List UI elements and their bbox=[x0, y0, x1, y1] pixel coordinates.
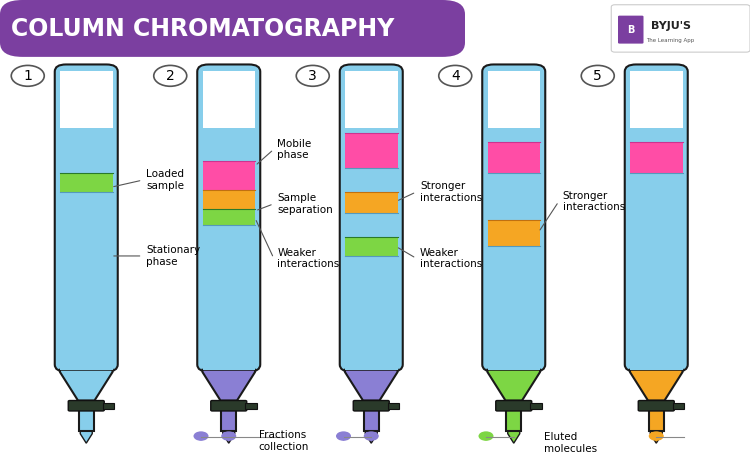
FancyBboxPatch shape bbox=[625, 64, 688, 372]
Bar bbox=[345, 71, 398, 128]
Polygon shape bbox=[345, 370, 398, 401]
Bar bbox=[488, 246, 540, 370]
FancyBboxPatch shape bbox=[340, 64, 403, 372]
Bar bbox=[60, 173, 112, 192]
Text: Mobile
phase: Mobile phase bbox=[278, 138, 312, 160]
Polygon shape bbox=[367, 436, 376, 441]
Bar bbox=[345, 192, 398, 213]
Bar bbox=[221, 401, 236, 431]
Bar bbox=[345, 237, 398, 256]
Text: BYJU'S: BYJU'S bbox=[650, 21, 691, 31]
Polygon shape bbox=[365, 431, 377, 443]
Text: The Learning App: The Learning App bbox=[646, 38, 694, 43]
Bar bbox=[345, 213, 398, 237]
Bar bbox=[673, 403, 684, 409]
Polygon shape bbox=[60, 370, 112, 401]
Bar bbox=[345, 168, 398, 192]
Circle shape bbox=[649, 431, 664, 441]
Polygon shape bbox=[652, 436, 661, 441]
Bar bbox=[202, 225, 255, 370]
Polygon shape bbox=[80, 431, 92, 443]
FancyBboxPatch shape bbox=[68, 401, 104, 411]
Text: Fractions
collection: Fractions collection bbox=[259, 430, 309, 452]
Text: Stationary
phase: Stationary phase bbox=[146, 245, 200, 267]
Bar bbox=[202, 209, 255, 225]
Bar bbox=[60, 192, 112, 370]
Circle shape bbox=[221, 431, 236, 441]
Circle shape bbox=[336, 431, 351, 441]
Text: 5: 5 bbox=[593, 69, 602, 83]
Circle shape bbox=[364, 431, 379, 441]
Text: Sample
separation: Sample separation bbox=[278, 193, 333, 215]
Text: Stronger
interactions: Stronger interactions bbox=[562, 191, 625, 212]
FancyBboxPatch shape bbox=[496, 401, 532, 411]
FancyBboxPatch shape bbox=[197, 64, 260, 372]
Text: 2: 2 bbox=[166, 69, 175, 83]
Bar bbox=[345, 133, 398, 168]
FancyBboxPatch shape bbox=[638, 401, 674, 411]
Text: 4: 4 bbox=[451, 69, 460, 83]
Polygon shape bbox=[488, 370, 540, 401]
FancyBboxPatch shape bbox=[55, 64, 118, 372]
Polygon shape bbox=[196, 436, 206, 441]
Bar bbox=[630, 71, 682, 128]
Polygon shape bbox=[223, 431, 235, 443]
Polygon shape bbox=[482, 436, 490, 441]
Bar bbox=[79, 401, 94, 431]
Bar bbox=[488, 173, 540, 220]
Bar bbox=[388, 403, 399, 409]
Bar bbox=[530, 403, 542, 409]
Circle shape bbox=[194, 431, 208, 441]
FancyBboxPatch shape bbox=[611, 5, 750, 52]
Circle shape bbox=[154, 65, 187, 86]
Polygon shape bbox=[339, 436, 348, 441]
Circle shape bbox=[296, 65, 329, 86]
Polygon shape bbox=[630, 370, 682, 401]
Bar bbox=[506, 401, 521, 431]
Text: Eluted
molecules: Eluted molecules bbox=[544, 432, 597, 454]
Bar bbox=[60, 71, 112, 128]
Circle shape bbox=[478, 431, 494, 441]
Bar bbox=[202, 71, 255, 128]
Bar bbox=[103, 403, 114, 409]
Text: COLUMN CHROMATOGRAPHY: COLUMN CHROMATOGRAPHY bbox=[11, 18, 394, 41]
Bar bbox=[649, 401, 664, 431]
FancyBboxPatch shape bbox=[211, 401, 247, 411]
Text: Loaded
sample: Loaded sample bbox=[146, 169, 184, 191]
Circle shape bbox=[581, 65, 614, 86]
Bar bbox=[488, 220, 540, 246]
Bar bbox=[364, 401, 379, 431]
Text: Weaker
interactions: Weaker interactions bbox=[420, 247, 482, 269]
Polygon shape bbox=[224, 436, 233, 441]
Text: B: B bbox=[627, 25, 634, 35]
Bar bbox=[488, 71, 540, 128]
Bar bbox=[630, 142, 682, 173]
FancyBboxPatch shape bbox=[482, 64, 545, 372]
Bar bbox=[245, 403, 256, 409]
Text: 1: 1 bbox=[23, 69, 32, 83]
Circle shape bbox=[11, 65, 44, 86]
FancyBboxPatch shape bbox=[0, 0, 465, 57]
Bar bbox=[488, 142, 540, 173]
Bar bbox=[202, 161, 255, 190]
Text: Stronger
interactions: Stronger interactions bbox=[420, 181, 482, 203]
Polygon shape bbox=[202, 370, 255, 401]
FancyBboxPatch shape bbox=[618, 16, 644, 44]
Text: Weaker
interactions: Weaker interactions bbox=[278, 247, 340, 269]
Bar bbox=[630, 173, 682, 370]
Polygon shape bbox=[650, 431, 662, 443]
Bar bbox=[202, 190, 255, 209]
Bar bbox=[345, 256, 398, 370]
Circle shape bbox=[439, 65, 472, 86]
Polygon shape bbox=[508, 431, 520, 443]
FancyBboxPatch shape bbox=[353, 401, 389, 411]
Text: 3: 3 bbox=[308, 69, 317, 83]
